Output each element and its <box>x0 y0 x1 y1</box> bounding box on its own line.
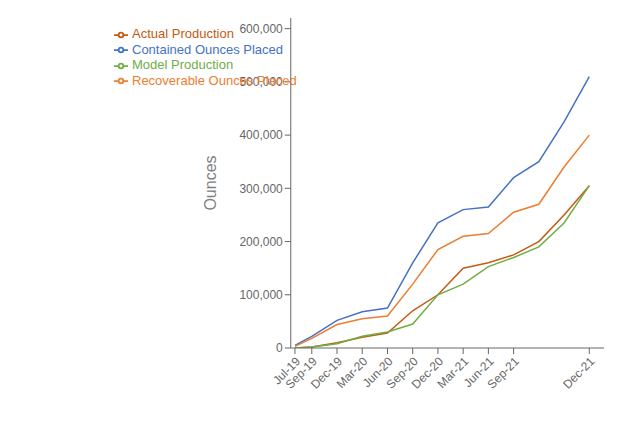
svg-text:Sep-21: Sep-21 <box>484 354 521 391</box>
svg-text:100,000: 100,000 <box>239 288 283 302</box>
svg-text:200,000: 200,000 <box>239 235 283 249</box>
svg-text:Ounces: Ounces <box>202 155 219 210</box>
svg-text:0: 0 <box>276 341 283 355</box>
svg-text:400,000: 400,000 <box>239 128 283 142</box>
svg-text:300,000: 300,000 <box>239 182 283 196</box>
svg-text:600,000: 600,000 <box>239 22 283 36</box>
svg-text:500,000: 500,000 <box>239 75 283 89</box>
svg-text:Dec-21: Dec-21 <box>560 354 597 391</box>
